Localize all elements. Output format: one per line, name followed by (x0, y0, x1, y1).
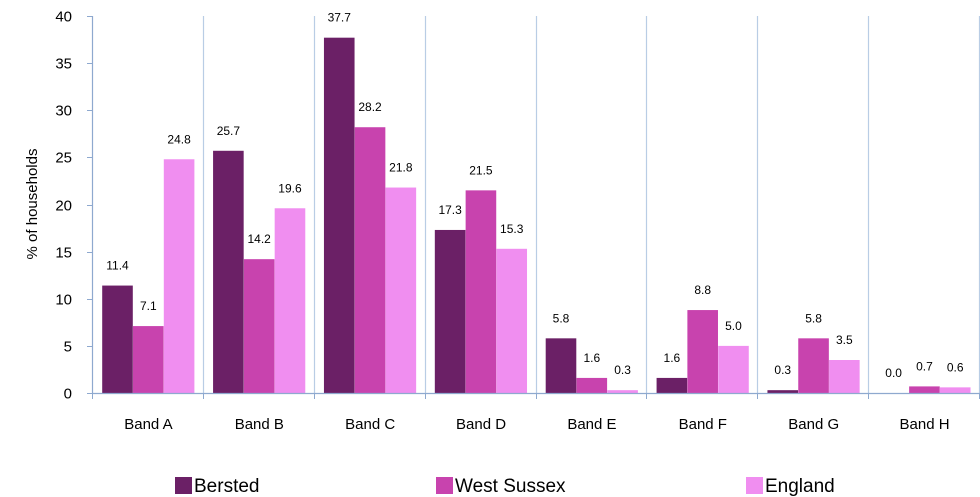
y-tick-label: 10 (55, 292, 72, 309)
legend-label: England (765, 476, 835, 497)
data-label: 0.6 (947, 360, 964, 374)
legend-label: Bersted (194, 476, 259, 497)
data-label: 5.8 (805, 311, 822, 325)
data-label: 7.1 (140, 299, 157, 313)
category-label: Band E (567, 416, 616, 433)
category-label: Band A (124, 416, 172, 433)
bar (243, 259, 275, 393)
category-label: Band G (788, 416, 839, 433)
y-tick-label: 35 (55, 56, 72, 73)
y-tick-label: 30 (55, 103, 72, 120)
bars (102, 37, 971, 394)
bar (576, 377, 608, 393)
bar (354, 127, 386, 393)
legend: Bersted West Sussex England (175, 476, 835, 497)
data-label: 21.8 (389, 161, 413, 175)
bar (798, 338, 829, 393)
data-label: 5.0 (725, 319, 742, 333)
bar (607, 390, 638, 393)
category-label: Band F (679, 416, 727, 433)
y-tick-label: 25 (55, 150, 72, 167)
bar (213, 150, 244, 393)
data-label: 25.7 (217, 124, 241, 138)
category-label: Band B (235, 416, 284, 433)
bar (385, 187, 417, 393)
bar (545, 338, 577, 393)
data-label: 0.3 (614, 363, 631, 377)
bar (909, 386, 940, 393)
category-label: Band C (345, 416, 395, 433)
bar (465, 190, 497, 393)
bar (434, 229, 466, 393)
data-label: 0.3 (774, 363, 791, 377)
legend-item: England (746, 476, 835, 497)
y-tick-label: 0 (64, 386, 72, 403)
data-label: 24.8 (167, 132, 191, 146)
data-label: 17.3 (438, 203, 462, 217)
y-tick-label: 5 (64, 339, 72, 356)
bar (767, 390, 799, 393)
legend-swatch (746, 477, 763, 494)
legend-swatch (175, 477, 192, 494)
bar (687, 310, 718, 393)
data-label: 19.6 (278, 181, 302, 195)
gridlines (202, 16, 980, 393)
data-label: 0.0 (885, 366, 902, 380)
y-tick-label: 15 (55, 245, 72, 262)
bar (102, 285, 133, 393)
data-label: 37.7 (328, 11, 352, 25)
bar (274, 208, 306, 393)
legend-item: Bersted (175, 476, 259, 497)
data-label: 11.4 (106, 259, 129, 273)
axes: 0 5 10 15 20 25 30 35 40 Band A Band B Band C Band D… (55, 9, 980, 433)
bar (133, 326, 164, 393)
legend-label: West Sussex (455, 476, 566, 497)
legend-item: West Sussex (436, 476, 566, 497)
legend-swatch (436, 477, 453, 494)
bar (496, 248, 528, 393)
y-tick-label: 20 (55, 198, 72, 215)
data-label: 1.6 (583, 351, 600, 365)
bar (656, 377, 688, 393)
bar (939, 387, 971, 393)
data-label: 0.7 (916, 359, 933, 373)
data-label: 28.2 (358, 100, 382, 114)
bar (718, 345, 749, 394)
bar (323, 37, 355, 394)
data-label: 1.6 (664, 351, 681, 365)
y-tick-label: 40 (55, 9, 72, 26)
category-label: Band H (900, 416, 950, 433)
bar (829, 360, 860, 393)
data-label: 21.5 (469, 163, 493, 177)
bar (163, 159, 195, 393)
data-label: 14.2 (248, 232, 272, 246)
data-label: 3.5 (836, 333, 853, 347)
data-label: 5.8 (553, 311, 570, 325)
data-labels: 11.4 25.7 37.7 17.3 5.8 1.6 0.3 0.0 7.1 14.2 28.2 2… (106, 11, 964, 380)
y-axis-title: % of households (24, 149, 41, 260)
data-label: 8.8 (694, 283, 711, 297)
category-label: Band D (456, 416, 506, 433)
data-label: 15.3 (500, 222, 524, 236)
